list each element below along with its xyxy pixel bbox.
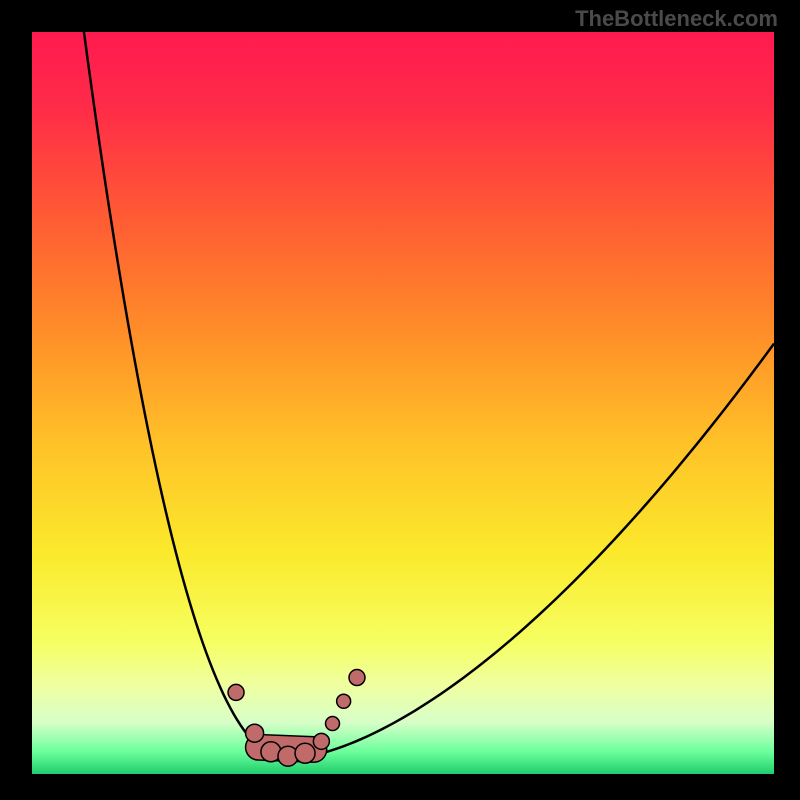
watermark-text: TheBottleneck.com xyxy=(575,6,778,32)
bead-8 xyxy=(349,670,365,686)
chart-container: TheBottleneck.com xyxy=(0,0,800,800)
plot-area xyxy=(32,32,774,774)
bead-4 xyxy=(295,743,315,763)
bead-0 xyxy=(228,684,244,700)
bead-5 xyxy=(313,733,329,749)
bead-6 xyxy=(326,717,340,731)
plot-svg xyxy=(32,32,774,774)
bead-7 xyxy=(337,694,351,708)
bead-1 xyxy=(246,724,264,742)
